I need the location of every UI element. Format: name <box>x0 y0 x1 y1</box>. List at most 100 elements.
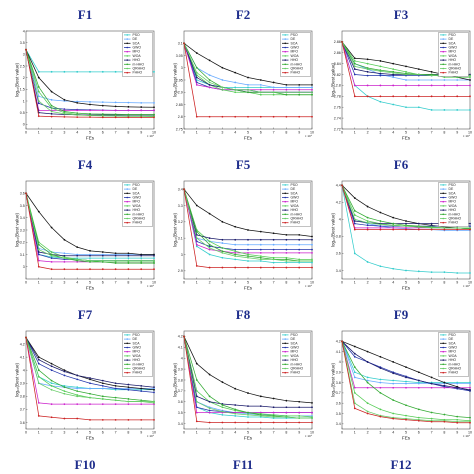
data-point <box>259 238 262 241</box>
data-point <box>247 260 249 262</box>
data-point <box>469 226 471 229</box>
data-point <box>37 102 40 105</box>
data-point <box>50 365 53 368</box>
legend-marker <box>442 34 445 36</box>
data-point <box>272 93 275 96</box>
data-point <box>37 210 40 213</box>
data-point <box>234 86 237 89</box>
data-point <box>417 73 420 76</box>
y-tick-label: 4.4 <box>336 184 341 188</box>
data-point <box>208 86 211 89</box>
data-point <box>76 394 79 396</box>
panel-title: F9 <box>394 307 409 322</box>
legend-entry: QRHHO <box>133 367 146 371</box>
data-point <box>140 384 143 387</box>
data-point <box>127 383 130 386</box>
data-point <box>430 382 433 385</box>
data-point <box>417 95 420 98</box>
legend-marker <box>442 363 445 366</box>
data-point <box>392 417 395 420</box>
data-point <box>25 192 27 195</box>
x-tick-label: 1 <box>196 431 198 435</box>
chart-panel-6: F6 0 1 2 3 4 5 6 7 8 9 10 3.4 3.6 3.8 4 4.2 4.4 FEs × 10⁴ lo… <box>331 157 473 291</box>
data-point <box>195 204 198 207</box>
data-point <box>469 95 471 98</box>
data-point <box>37 356 40 359</box>
data-point <box>405 404 407 407</box>
data-point <box>417 106 420 109</box>
x-tick-label: 1 <box>38 431 40 435</box>
data-point <box>89 114 91 117</box>
data-point <box>272 397 275 400</box>
x-tick-label: 2 <box>209 431 211 435</box>
data-point <box>469 79 471 81</box>
legend-entry: QRHHO <box>449 367 462 371</box>
data-point <box>50 403 53 406</box>
data-point <box>392 84 395 87</box>
legend-marker <box>442 184 445 186</box>
data-point <box>405 228 407 231</box>
legend-entry: PSO <box>133 33 141 37</box>
data-point <box>50 388 53 391</box>
y-tick-label: 3 <box>23 53 25 57</box>
legend-marker <box>284 346 287 349</box>
data-point <box>298 400 301 403</box>
data-point <box>469 421 471 424</box>
x-tick-label: 1 <box>196 281 198 285</box>
data-point <box>259 256 262 259</box>
data-point <box>247 229 249 231</box>
data-point <box>379 211 382 214</box>
x-tick-label: 3 <box>221 131 223 135</box>
data-point <box>311 91 313 94</box>
legend-marker <box>126 217 129 220</box>
data-point <box>259 266 262 269</box>
x-tick-label: 6 <box>260 131 262 135</box>
x-tick-label: 8 <box>443 131 445 135</box>
y-tick-label: 3.8 <box>178 378 183 382</box>
data-point <box>379 95 382 98</box>
data-point <box>272 411 275 414</box>
data-point <box>127 403 130 406</box>
data-point <box>234 243 237 246</box>
legend-marker <box>126 359 129 361</box>
data-point <box>221 247 224 249</box>
legend-entry: DE <box>291 187 296 191</box>
legend-marker <box>284 367 287 370</box>
data-point <box>353 62 356 65</box>
data-point <box>417 379 420 382</box>
legend-entry: PSO <box>291 333 299 337</box>
y-tick-label: 3.1 <box>178 236 183 240</box>
data-point <box>101 387 104 390</box>
data-point <box>195 411 198 414</box>
data-point <box>259 415 262 417</box>
data-point <box>114 116 117 119</box>
data-point <box>430 420 433 423</box>
data-point <box>417 371 420 374</box>
data-point <box>311 235 313 238</box>
data-point <box>392 222 395 225</box>
data-point <box>221 115 224 118</box>
x-axis-label: FEs <box>244 436 253 441</box>
legend-marker <box>126 355 129 357</box>
legend-entry: WOA <box>133 54 142 58</box>
x-tick-label: 8 <box>127 281 129 285</box>
data-point <box>311 243 313 246</box>
data-point <box>37 90 40 93</box>
data-point <box>247 243 249 246</box>
x-axis-label: FEs <box>402 436 411 441</box>
x-tick-label: 5 <box>89 131 91 135</box>
data-point <box>392 372 395 375</box>
data-point <box>469 222 471 225</box>
legend-marker <box>442 342 445 345</box>
data-point <box>127 116 130 119</box>
data-point <box>114 105 117 108</box>
data-point <box>221 381 224 384</box>
legend-entry: WOA <box>133 354 142 358</box>
data-point <box>50 115 53 118</box>
y-tick-label: 4.1 <box>336 350 341 354</box>
legend-marker <box>284 71 287 74</box>
data-point <box>37 70 40 73</box>
data-point <box>405 222 407 225</box>
data-point <box>153 401 155 404</box>
